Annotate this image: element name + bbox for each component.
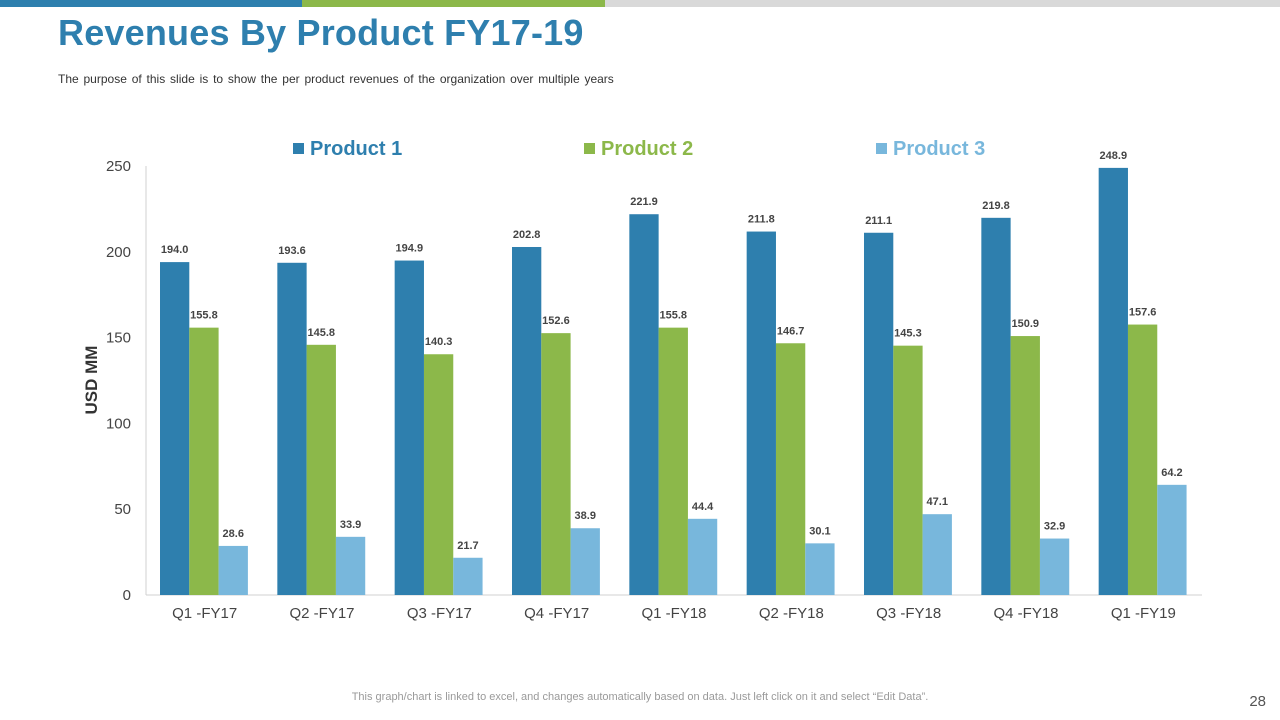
- data-label: 32.9: [1044, 521, 1065, 533]
- data-label: 248.9: [1100, 150, 1128, 162]
- data-label: 155.8: [660, 310, 688, 322]
- y-tick-label: 250: [106, 158, 131, 175]
- bar-product-3: [453, 557, 483, 595]
- data-label: 30.1: [809, 525, 830, 537]
- bar-product-2: [541, 333, 571, 595]
- x-category-label: Q3 -FY17: [407, 605, 472, 622]
- bar-product-1: [981, 217, 1011, 596]
- bar-product-3: [335, 536, 366, 595]
- footer-note: This graph/chart is linked to excel, and…: [351, 691, 929, 703]
- data-label: 140.3: [425, 336, 453, 348]
- bar-product-3: [805, 543, 835, 595]
- bar-product-1: [160, 262, 190, 595]
- legend-label: Product 2: [601, 138, 693, 160]
- data-label: 21.7: [457, 540, 478, 552]
- legend-swatch: [584, 143, 595, 154]
- top-accent-bar-blue: [0, 0, 302, 7]
- x-category-label: Q1 -FY18: [641, 605, 706, 622]
- data-label: 33.9: [340, 519, 361, 531]
- bar-product-3: [1039, 538, 1070, 595]
- bar-product-2: [423, 354, 454, 595]
- x-category-label: Q3 -FY18: [876, 605, 941, 622]
- bar-product-3: [218, 545, 248, 595]
- slide-title: Revenues By Product FY17-19: [58, 12, 584, 53]
- data-label: 194.0: [161, 244, 189, 256]
- page-number: 28: [1249, 693, 1266, 710]
- x-category-label: Q2 -FY18: [759, 605, 824, 622]
- bar-product-3: [687, 518, 718, 595]
- data-label: 64.2: [1161, 467, 1182, 479]
- data-label: 221.9: [630, 196, 658, 208]
- data-label: 155.8: [190, 310, 218, 322]
- y-tick-label: 100: [106, 415, 131, 432]
- legend-label: Product 1: [310, 138, 402, 160]
- slide-subtitle: The purpose of this slide is to show the…: [58, 72, 614, 86]
- top-accent-bar-gray: [605, 0, 1280, 7]
- bar-product-1: [394, 260, 424, 595]
- data-label: 202.8: [513, 229, 541, 241]
- legend-label: Product 3: [893, 138, 985, 160]
- bar-product-2: [893, 345, 923, 595]
- legend-swatch: [876, 143, 887, 154]
- bar-product-2: [189, 327, 219, 595]
- top-accent-bar-green: [302, 0, 605, 7]
- x-category-label: Q1 -FY17: [172, 605, 237, 622]
- data-label: 194.9: [396, 243, 424, 255]
- x-category-label: Q1 -FY19: [1111, 605, 1176, 622]
- data-label: 38.9: [575, 510, 596, 522]
- bar-product-2: [775, 343, 806, 595]
- bar-product-3: [570, 528, 600, 595]
- bar-product-1: [629, 214, 659, 595]
- y-tick-label: 150: [106, 330, 131, 347]
- data-label: 211.8: [748, 214, 775, 226]
- bar-product-2: [306, 344, 336, 595]
- data-label: 145.3: [894, 328, 922, 340]
- bar-product-2: [658, 327, 688, 595]
- bar-product-3: [1157, 484, 1187, 595]
- y-axis-title: USD MM: [82, 346, 101, 415]
- bar-product-1: [277, 262, 307, 595]
- legend-swatch: [293, 143, 304, 154]
- y-tick-label: 200: [106, 244, 131, 261]
- data-label: 157.6: [1129, 307, 1157, 319]
- data-label: 152.6: [542, 315, 570, 327]
- data-label: 28.6: [223, 528, 244, 540]
- x-category-label: Q4 -FY17: [524, 605, 589, 622]
- bar-product-2: [1010, 336, 1040, 595]
- data-label: 211.1: [865, 215, 892, 227]
- data-label: 47.1: [927, 496, 948, 508]
- bar-product-1: [512, 246, 542, 596]
- x-category-label: Q2 -FY17: [289, 605, 354, 622]
- y-tick-label: 0: [123, 587, 131, 604]
- bar-product-2: [1127, 324, 1158, 595]
- data-label: 219.8: [982, 200, 1010, 212]
- data-label: 145.8: [308, 327, 336, 339]
- data-label: 150.9: [1012, 318, 1040, 330]
- bar-product-1: [1098, 167, 1128, 595]
- data-label: 146.7: [777, 325, 805, 337]
- y-tick-label: 50: [114, 501, 131, 518]
- data-label: 44.4: [692, 501, 714, 513]
- bar-product-3: [922, 514, 952, 595]
- bar-product-1: [746, 231, 776, 595]
- x-category-label: Q4 -FY18: [993, 605, 1058, 622]
- bar-product-1: [864, 232, 894, 596]
- data-label: 193.6: [278, 245, 306, 257]
